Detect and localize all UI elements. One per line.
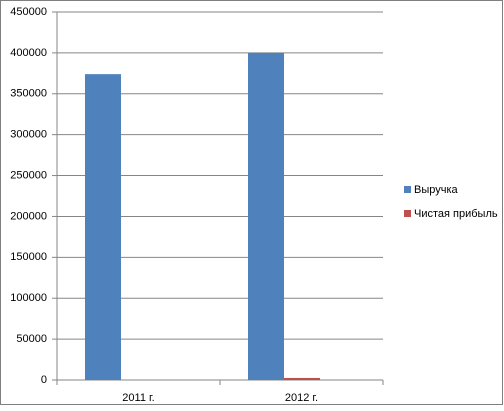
x-tick-label: 2012 г. bbox=[285, 392, 318, 404]
y-tick-label: 450000 bbox=[10, 6, 47, 18]
y-tick-label: 350000 bbox=[10, 88, 47, 100]
x-tick-label: 2011 г. bbox=[122, 392, 154, 404]
legend-label: Чистая прибыль bbox=[414, 208, 498, 220]
bar bbox=[248, 52, 284, 381]
y-tick-label: 50000 bbox=[16, 333, 47, 345]
y-tick-label: 300000 bbox=[10, 129, 47, 141]
bar bbox=[85, 74, 121, 380]
y-tick-label: 100000 bbox=[10, 292, 47, 304]
y-tick-label: 200000 bbox=[10, 210, 47, 222]
y-tick-label: 0 bbox=[41, 374, 47, 386]
legend-swatch bbox=[404, 210, 411, 217]
y-tick-label: 150000 bbox=[10, 251, 47, 263]
bar bbox=[284, 377, 320, 380]
y-tick-label: 400000 bbox=[10, 47, 47, 59]
y-tick-label: 250000 bbox=[10, 169, 47, 181]
legend-label: Выручка bbox=[414, 184, 459, 196]
legend-swatch bbox=[404, 186, 411, 193]
